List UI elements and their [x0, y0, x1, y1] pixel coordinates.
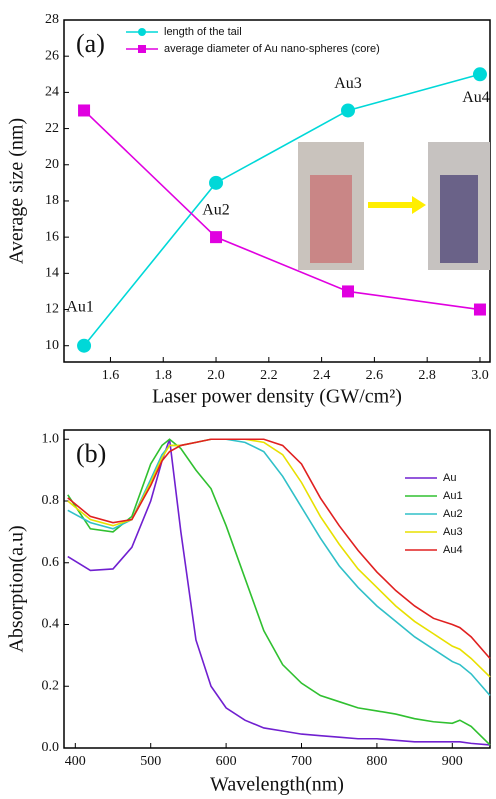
y-tick-label: 0.0: [42, 740, 60, 755]
y-tick-label: 28: [45, 12, 59, 27]
y-tick-label: 14: [45, 266, 59, 281]
x-tick-label: 2.8: [418, 368, 436, 383]
x-tick-label: 400: [65, 754, 86, 769]
plot-frame: [63, 19, 491, 363]
marker: [77, 338, 92, 353]
y-axis-label: Absorption(a.u): [6, 525, 28, 652]
legend-label: Au: [443, 472, 456, 484]
x-axis-label: Laser power density (GW/cm²): [152, 386, 402, 408]
legend: Au Au1 Au2 Au3 Au4: [405, 472, 463, 556]
y-tick-label: 12: [45, 302, 59, 317]
x-tick-label: 900: [442, 754, 463, 769]
y-tick-label: 0.4: [42, 617, 60, 632]
marker: [78, 104, 91, 117]
marker: [341, 103, 355, 118]
point-annotation: Au1: [66, 298, 94, 315]
panel-label: (a): [76, 29, 105, 58]
blue-solution: [440, 175, 478, 263]
series-line: [83, 109, 481, 311]
y-tick-label: 1.0: [42, 431, 60, 446]
x-tick-label: 1.8: [154, 368, 172, 383]
x-tick-label: 600: [216, 754, 237, 769]
marker: [342, 285, 354, 298]
panel-label: (b): [76, 439, 106, 468]
x-tick-label: 800: [366, 754, 387, 769]
marker: [209, 175, 224, 190]
x-tick-label: 2.4: [313, 368, 331, 383]
x-axis-label: Wavelength(nm): [210, 774, 344, 796]
y-tick-label: 16: [45, 229, 59, 244]
cuvette-photos: [298, 142, 490, 270]
x-tick-label: 2.0: [207, 368, 225, 383]
series-line: [67, 438, 491, 746]
point-annotation: Au2: [202, 202, 230, 219]
marker: [210, 231, 223, 244]
y-tick-label: 0.8: [42, 493, 60, 508]
point-annotation: Au4: [462, 89, 490, 106]
series-line: [83, 73, 481, 347]
legend: length of the tail average diameter of Au…: [126, 26, 380, 55]
x-tick-label: 2.6: [366, 368, 384, 383]
arrow-head: [412, 196, 426, 214]
x-tick-label: 700: [291, 754, 312, 769]
marker: [472, 67, 487, 82]
legend-marker: [138, 28, 146, 36]
series-line: [67, 438, 491, 746]
y-tick-label: 24: [45, 85, 59, 100]
legend-marker: [138, 45, 146, 53]
legend-label: Au3: [443, 526, 463, 538]
x-tick-label: 500: [140, 754, 161, 769]
x-tick-label: 2.2: [260, 368, 278, 383]
legend-label: Au4: [443, 544, 463, 556]
y-tick-label: 20: [45, 157, 59, 172]
y-tick-label: 26: [45, 48, 59, 63]
red-solution: [310, 175, 352, 263]
legend-label: Au2: [443, 508, 463, 520]
x-tick-label: 1.6: [102, 368, 120, 383]
y-tick-label: 18: [45, 193, 59, 208]
point-annotation: Au3: [334, 75, 362, 92]
x-tick-label: 3.0: [471, 368, 489, 383]
y-tick-label: 22: [45, 121, 59, 136]
series-line: [67, 438, 491, 697]
legend-label: average diameter of Au nano-spheres (cor…: [164, 43, 380, 55]
legend-label: length of the tail: [164, 26, 242, 38]
legend-label: Au1: [443, 490, 463, 502]
plot-frame: [63, 429, 491, 749]
series-line: [67, 438, 491, 678]
marker: [473, 303, 486, 316]
y-axis-label: Average size (nm): [6, 118, 28, 264]
series-line: [67, 438, 491, 659]
y-tick-label: 10: [45, 338, 59, 353]
y-tick-label: 0.6: [42, 555, 60, 570]
y-tick-label: 0.2: [42, 678, 60, 693]
